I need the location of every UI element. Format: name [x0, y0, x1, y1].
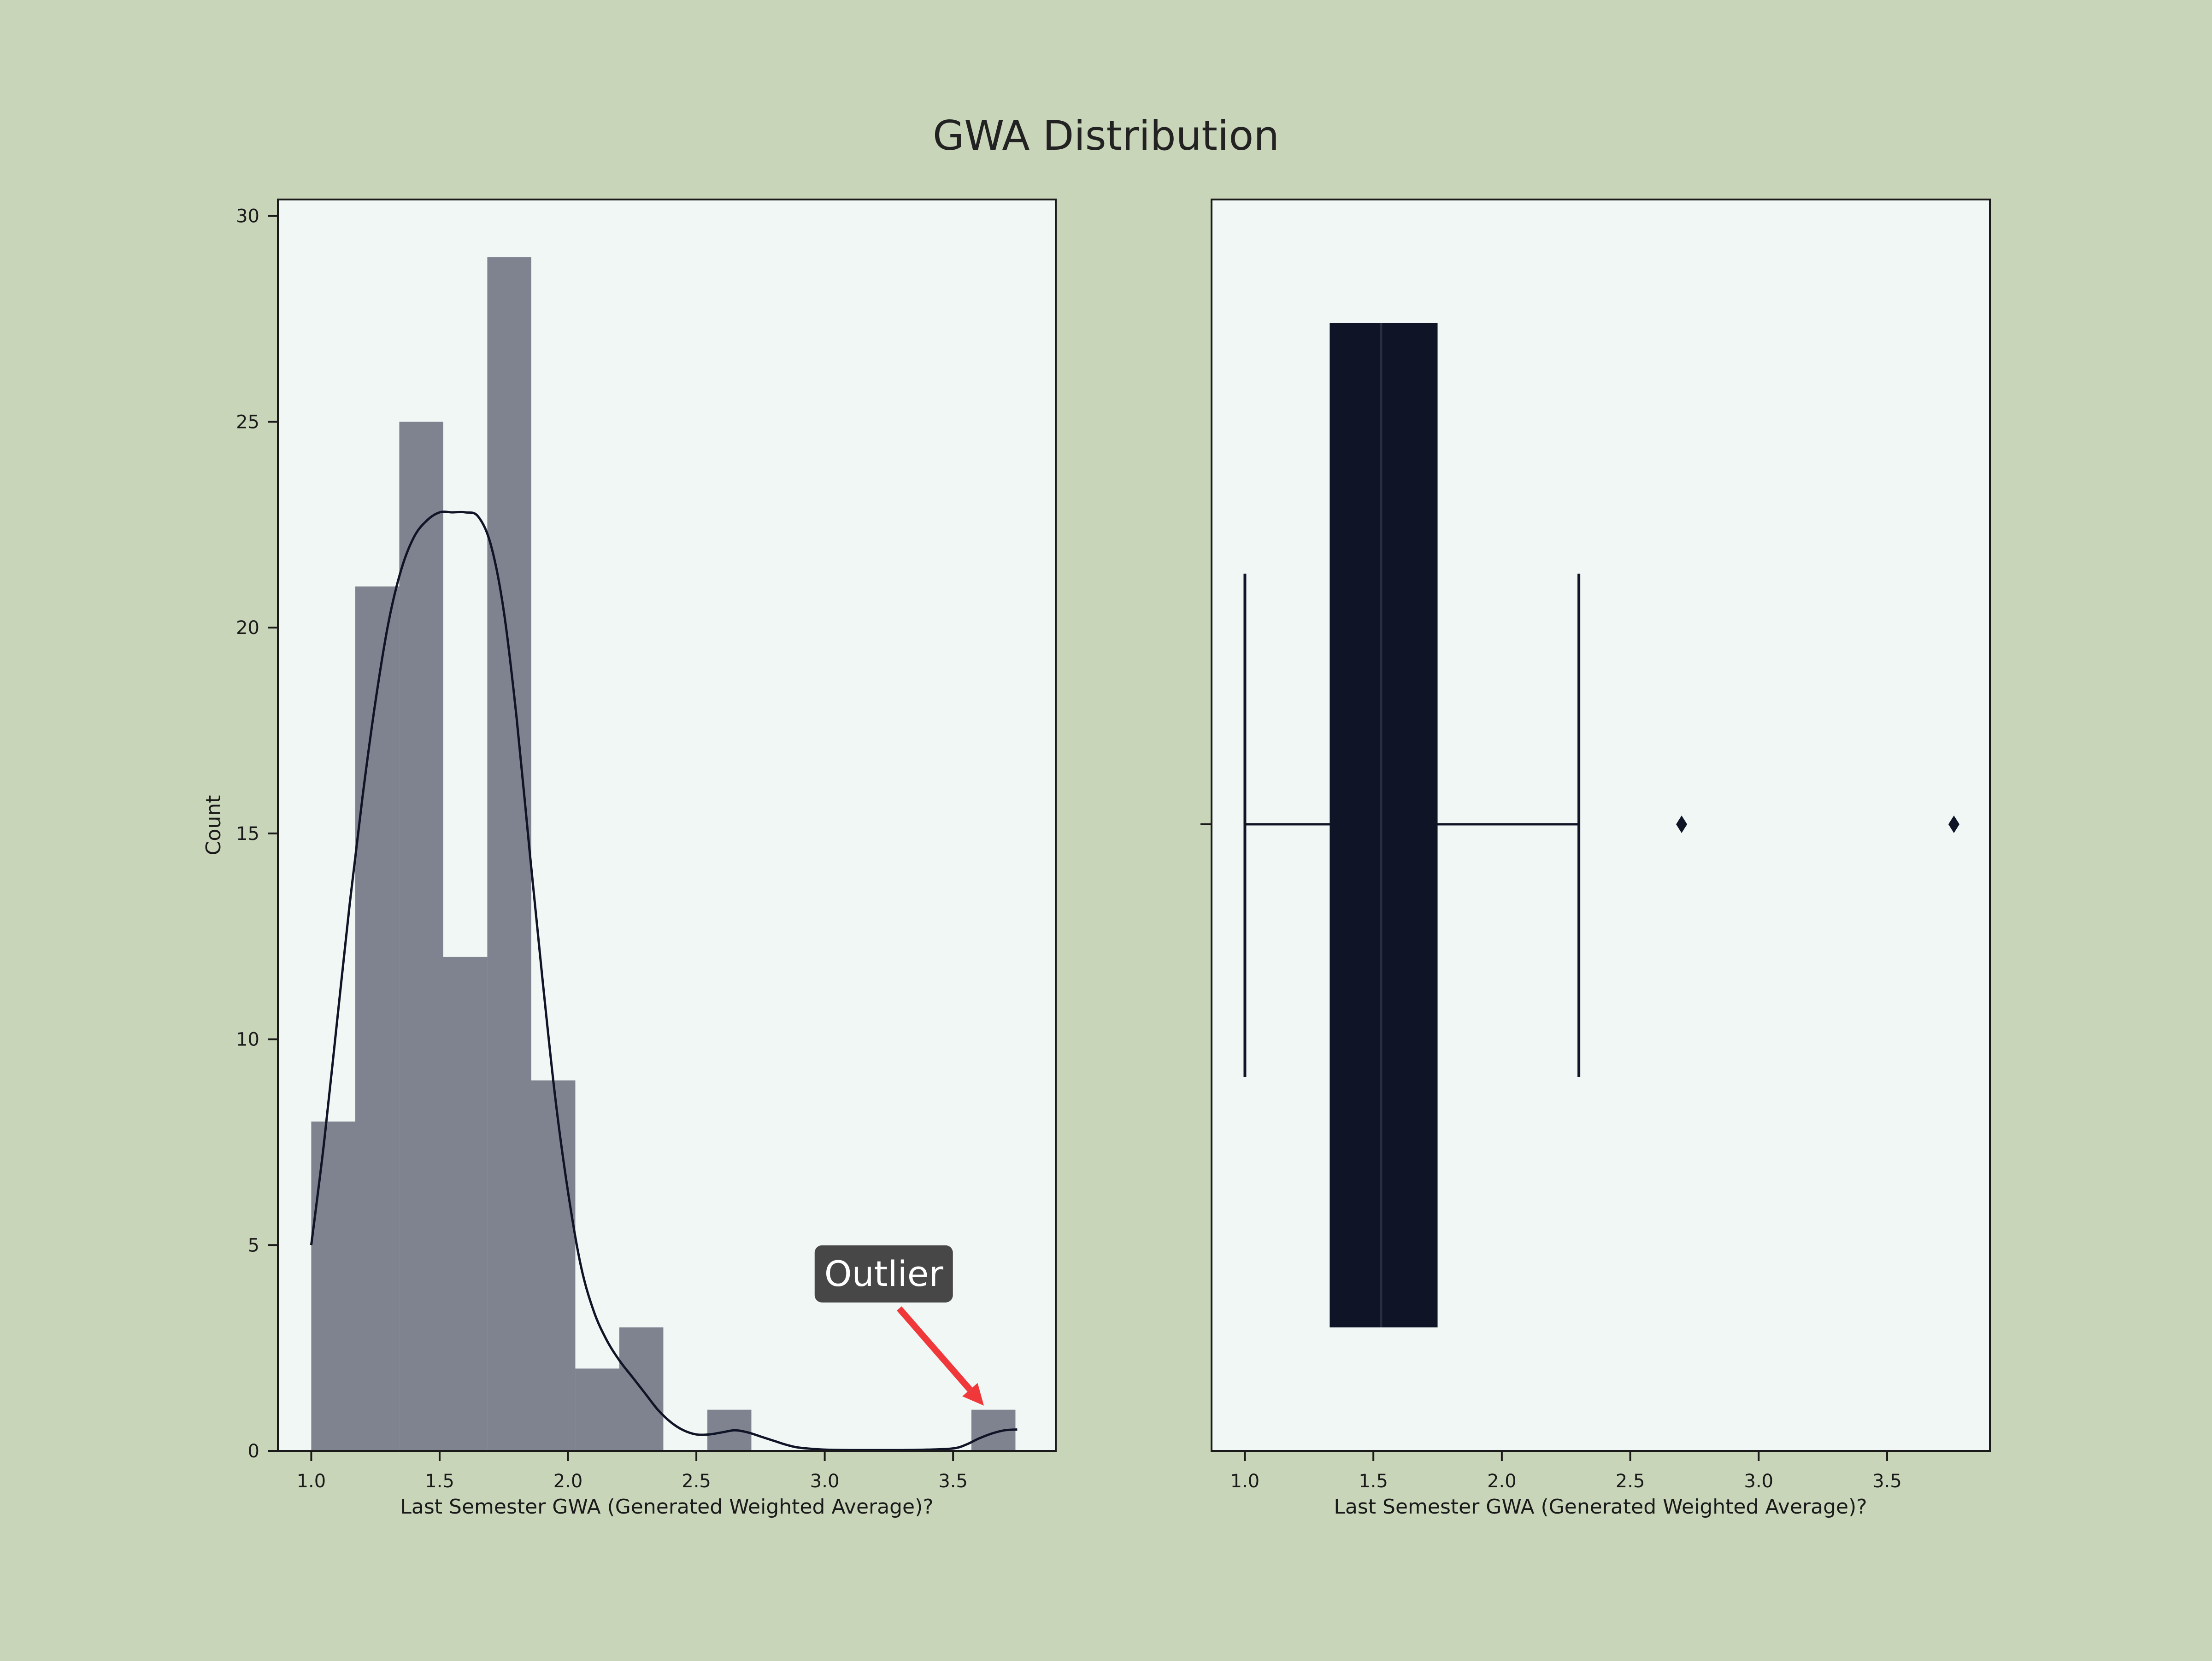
histogram-y-tick-label: 20: [236, 617, 259, 639]
histogram-bars: [311, 257, 1016, 1451]
figure-title: GWA Distribution: [933, 112, 1279, 159]
histogram-x-tick-label: 1.5: [425, 1471, 454, 1492]
histogram-x-axis-ticks: 1.0 1.5 2.0 2.5 3.0 3.5: [297, 1451, 968, 1492]
annotation-box: [814, 1245, 953, 1303]
histogram-x-tick-label: 1.0: [297, 1471, 326, 1492]
kde-curve: [310, 511, 1018, 1451]
boxplot-x-tick-label: 3.5: [1872, 1471, 1902, 1492]
boxplot-x-tick-label: 1.0: [1230, 1471, 1260, 1492]
boxplot-x-tick-label: 2.0: [1487, 1471, 1517, 1492]
histogram-x-tick-label: 3.5: [938, 1471, 968, 1492]
histogram-x-axis-label: Last Semester GWA (Generated Weighted Av…: [400, 1495, 933, 1519]
histogram-y-axis-label: Count: [202, 795, 225, 856]
histogram-y-tick-label: 30: [236, 206, 259, 227]
histogram-y-axis-ticks: 0 5 10 15 20 25 30: [236, 206, 278, 1462]
histogram-frame: [277, 199, 1057, 1452]
histogram-x-tick-label: 2.0: [553, 1471, 583, 1492]
histogram-y-tick-label: 15: [236, 823, 259, 845]
histogram-bar: [355, 586, 400, 1451]
histogram-x-tick-label: 2.5: [682, 1471, 711, 1492]
annotation-arrow-shaft: [896, 1306, 973, 1392]
histogram-x-tick-label: 3.0: [810, 1471, 840, 1492]
histogram-y-tick-label: 5: [248, 1235, 259, 1256]
boxplot-x-axis-ticks: 1.0 1.5 2.0 2.5 3.0 3.5: [1230, 1451, 1902, 1492]
histogram-bar: [575, 1368, 619, 1451]
boxplot-x-tick-label: 2.5: [1616, 1471, 1645, 1492]
histogram-bar: [531, 1080, 576, 1451]
annotation-arrow-head: [962, 1383, 984, 1406]
boxplot-box: [1330, 323, 1438, 1327]
histogram-y-tick-label: 0: [248, 1441, 259, 1462]
annotation-label: Outlier: [824, 1253, 944, 1294]
histogram-bar: [311, 1121, 355, 1451]
histogram-bar: [443, 957, 488, 1451]
histogram-y-tick-label: 10: [236, 1029, 259, 1051]
boxplot-x-axis-label: Last Semester GWA (Generated Weighted Av…: [1334, 1495, 1867, 1519]
histogram-bar: [399, 422, 443, 1451]
histogram-panel: 1.0 1.5 2.0 2.5 3.0 3.5 0 5 10 15 20 25 30 Last Sem…: [202, 199, 1057, 1519]
boxplot-outlier-point: [1948, 816, 1959, 833]
boxplot-x-tick-label: 3.0: [1744, 1471, 1774, 1492]
boxplot-panel: 1.0 1.5 2.0 2.5 3.0 3.5 Last Semester GWA (Ge…: [1200, 199, 1991, 1519]
histogram-y-tick-label: 25: [236, 411, 259, 433]
boxplot-outliers: [1676, 816, 1959, 833]
boxplot-x-tick-label: 1.5: [1359, 1471, 1388, 1492]
boxplot-outlier-point: [1676, 816, 1688, 833]
histogram-bar: [487, 257, 531, 1451]
outlier-annotation: Outlier: [814, 1245, 984, 1406]
